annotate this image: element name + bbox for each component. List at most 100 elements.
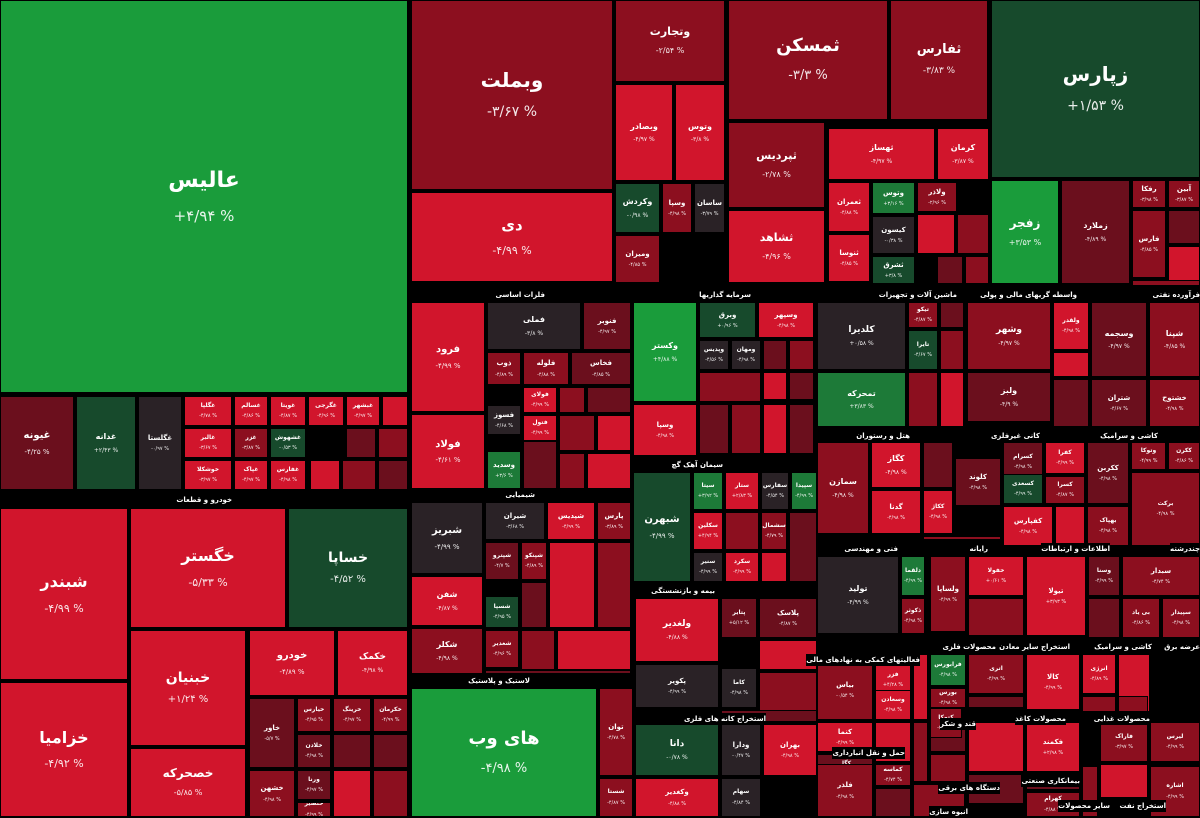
small-stock-tile[interactable] (699, 372, 761, 402)
stock-tile[interactable]: بی یاد-۴/۸۶ % (1122, 598, 1160, 638)
stock-tile[interactable]: دی-۴/۹۹ % (411, 192, 613, 282)
small-stock-tile[interactable] (917, 214, 955, 254)
small-stock-tile[interactable] (789, 340, 814, 370)
stock-tile[interactable]: تایرا-۴/۶۷ % (908, 330, 938, 370)
stock-tile[interactable]: پتایر+۵/۱۲ % (721, 598, 757, 638)
stock-tile[interactable]: های وب-۴/۹۸ % (411, 688, 597, 817)
stock-tile[interactable]: خودرو-۴/۸۹ % (249, 630, 335, 696)
stock-tile[interactable]: ودارا-۰/۴۷ % (721, 724, 761, 776)
stock-tile[interactable]: فکمند+۲/۹۸ % (1026, 722, 1080, 772)
stock-tile[interactable]: ککربن-۴/۹۸ % (1087, 442, 1129, 504)
stock-tile[interactable]: خکمک-۴/۹۸ % (337, 630, 408, 696)
small-stock-tile[interactable] (333, 734, 371, 768)
stock-tile[interactable]: ثنوسا-۴/۸۵ % (828, 234, 870, 282)
small-stock-tile[interactable] (1118, 696, 1148, 712)
stock-tile[interactable]: شپنا-۴/۸۵ % (1149, 302, 1200, 377)
stock-tile[interactable]: خلادن-۴/۹۸ % (297, 734, 331, 768)
small-stock-tile[interactable] (559, 453, 585, 489)
small-stock-tile[interactable] (342, 460, 376, 490)
stock-tile[interactable]: وکستر+۴/۸۸ % (633, 302, 697, 402)
stock-tile[interactable]: فولاد-۴/۶۱ % (411, 414, 485, 489)
stock-tile[interactable]: فولای-۴/۹۹ % (523, 387, 557, 413)
small-stock-tile[interactable] (346, 428, 376, 458)
stock-tile[interactable]: کرمان-۳/۸۷ % (937, 128, 989, 180)
small-stock-tile[interactable] (763, 404, 787, 454)
stock-tile[interactable]: وتوس+۳/۱۶ % (872, 182, 915, 214)
stock-tile[interactable]: غویتا-۴/۸۷ % (270, 396, 306, 426)
stock-tile[interactable]: ساسان-۳/۷۹ % (694, 183, 725, 233)
stock-tile[interactable]: سکلین+۴/۹۴ % (693, 512, 723, 550)
stock-tile[interactable]: کیسون-۰/۳۸ % (872, 216, 915, 254)
stock-tile[interactable]: ککاژ-۴/۹۸ % (923, 490, 953, 534)
stock-tile[interactable]: ثشاهد-۴/۹۶ % (728, 210, 825, 283)
small-stock-tile[interactable] (957, 214, 989, 254)
stock-tile[interactable]: غیونه-۴/۲۵ % (0, 396, 74, 490)
stock-tile[interactable]: شستا-۴/۸۷ % (599, 778, 633, 817)
small-stock-tile[interactable] (1053, 379, 1089, 427)
stock-tile[interactable]: خزامیا-۴/۹۲ % (0, 682, 128, 817)
stock-tile[interactable]: سمازن-۴/۹۸ % (817, 442, 869, 534)
stock-tile[interactable]: ولغدیر-۴/۸۸ % (635, 598, 719, 662)
stock-tile[interactable]: سپیدا-۴/۹۹ % (791, 472, 817, 510)
small-stock-tile[interactable] (382, 396, 408, 426)
stock-tile[interactable]: زفجر+۳/۵۳ % (991, 180, 1059, 284)
small-stock-tile[interactable] (763, 372, 787, 400)
stock-tile[interactable]: شتران-۴/۶۷ % (1091, 379, 1147, 427)
small-stock-tile[interactable] (310, 460, 340, 490)
stock-tile[interactable]: وشهر-۴/۹۷ % (967, 302, 1051, 370)
stock-tile[interactable]: سیتا+۳/۹۲ % (693, 472, 723, 510)
small-stock-tile[interactable] (1132, 280, 1200, 286)
stock-tile[interactable]: دلقما-۴/۹۹ % (901, 556, 925, 596)
stock-tile[interactable]: فرود-۴/۹۹ % (411, 302, 485, 412)
stock-tile[interactable]: غگرجی-۴/۹۶ % (308, 396, 344, 426)
small-stock-tile[interactable] (523, 441, 557, 489)
stock-tile[interactable]: ومهان-۴/۹۸ % (731, 340, 761, 370)
small-stock-tile[interactable] (699, 404, 729, 454)
small-stock-tile[interactable] (373, 734, 408, 768)
stock-tile[interactable]: خگستر-۵/۳۳ % (130, 508, 286, 628)
stock-tile[interactable]: شبندر-۴/۹۹ % (0, 508, 128, 680)
stock-tile[interactable]: وسجمه-۴/۹۷ % (1091, 302, 1147, 377)
stock-tile[interactable]: کسعدی-۴/۹۹ % (1003, 474, 1043, 504)
small-stock-tile[interactable] (521, 582, 547, 628)
stock-tile[interactable]: شکلر-۴/۹۸ % (411, 628, 483, 674)
stock-tile[interactable]: سنیر-۴/۹۹ % (693, 552, 723, 582)
stock-tile[interactable]: وبملت-۳/۶۷ % (411, 0, 613, 190)
stock-tile[interactable]: ولبز-۴/۹ % (967, 372, 1051, 422)
stock-tile[interactable]: ثشرق+۳/۸ % (872, 256, 915, 284)
stock-tile[interactable]: وکردش-۰/۹۸ % (615, 183, 660, 233)
small-stock-tile[interactable] (759, 672, 817, 712)
small-stock-tile[interactable] (1055, 506, 1085, 546)
small-stock-tile[interactable] (1082, 696, 1116, 712)
stock-tile[interactable]: غدانه+۲/۴۳ % (76, 396, 136, 490)
small-stock-tile[interactable] (968, 722, 1024, 772)
stock-tile[interactable]: شپنکو-۴/۸۹ % (521, 542, 547, 580)
small-stock-tile[interactable] (485, 670, 631, 674)
stock-tile[interactable]: کفپارس-۴/۹۸ % (1003, 506, 1053, 546)
stock-tile[interactable]: فخاس-۴/۸۵ % (571, 352, 631, 385)
stock-tile[interactable]: وسنا-۴/۹۹ % (1088, 556, 1120, 596)
stock-tile[interactable]: ستار+۲/۸۳ % (725, 472, 759, 510)
stock-tile[interactable]: شپترو-۴/۷ % (485, 542, 519, 580)
stock-tile[interactable]: خکرمان-۴/۹۹ % (373, 698, 408, 732)
stock-tile[interactable]: کلدیرا+۰/۵۸ % (817, 302, 906, 370)
stock-tile[interactable]: سبدار-۴/۷۴ % (1122, 556, 1200, 596)
stock-tile[interactable]: وسپا-۴/۹۸ % (633, 404, 697, 456)
stock-tile[interactable]: پلاسک-۴/۸۷ % (759, 598, 817, 638)
small-stock-tile[interactable] (333, 770, 371, 817)
stock-tile[interactable]: خرینگ-۴/۹۷ % (333, 698, 371, 732)
small-stock-tile[interactable] (378, 428, 408, 458)
stock-tile[interactable]: سشمال-۴/۷۹ % (761, 512, 787, 550)
stock-tile[interactable]: بورس-۴/۹۸ % (930, 688, 966, 708)
stock-tile[interactable]: کگاز-۴/۹۸ % (871, 442, 921, 488)
stock-tile[interactable]: کفرا-۴/۹۹ % (1045, 442, 1085, 474)
stock-tile[interactable]: شفن-۴/۸۷ % (411, 576, 483, 626)
stock-tile[interactable]: شبریز-۴/۹۹ % (411, 502, 483, 574)
stock-tile[interactable]: شپدیس-۴/۹۹ % (547, 502, 595, 540)
stock-tile[interactable]: فتول-۴/۹۹ % (523, 415, 557, 441)
stock-tile[interactable]: کلوند-۴/۹۸ % (955, 458, 1001, 506)
stock-tile[interactable]: خصحرکه-۵/۸۵ % (130, 748, 246, 817)
stock-tile[interactable]: رفکا-۳/۹۸ % (1132, 180, 1166, 208)
stock-tile[interactable]: برکت-۴/۹۸ % (1131, 472, 1200, 546)
stock-tile[interactable]: وسپا-۴/۹۸ % (662, 183, 692, 233)
